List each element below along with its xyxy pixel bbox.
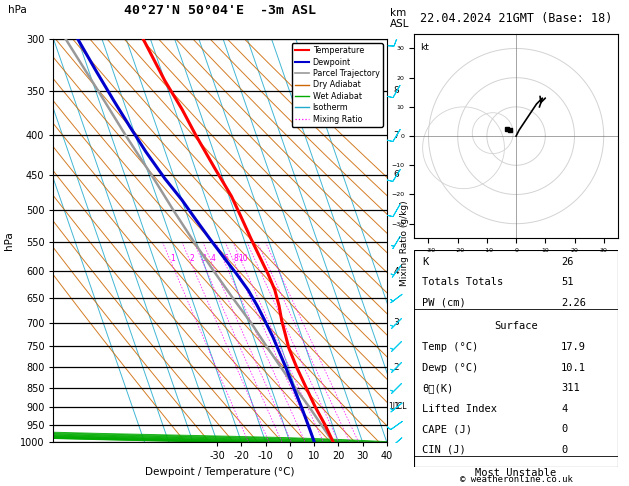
Text: 3: 3 bbox=[394, 318, 399, 327]
Text: 1: 1 bbox=[394, 402, 399, 412]
Text: 4: 4 bbox=[561, 404, 567, 414]
Text: Lifted Index: Lifted Index bbox=[422, 404, 497, 414]
Text: K: K bbox=[422, 257, 428, 267]
Text: 0: 0 bbox=[561, 445, 567, 455]
Text: 6: 6 bbox=[224, 255, 228, 263]
Text: PW (cm): PW (cm) bbox=[422, 298, 466, 308]
Text: 3: 3 bbox=[202, 255, 206, 263]
Text: 10.1: 10.1 bbox=[561, 363, 586, 373]
Text: 40°27'N 50°04'E  -3m ASL: 40°27'N 50°04'E -3m ASL bbox=[124, 4, 316, 17]
Text: 2.26: 2.26 bbox=[561, 298, 586, 308]
Text: hPa: hPa bbox=[8, 4, 27, 15]
Text: 7: 7 bbox=[394, 131, 399, 140]
Text: 1: 1 bbox=[170, 255, 175, 263]
Text: 8: 8 bbox=[233, 255, 238, 263]
Text: 6: 6 bbox=[394, 170, 399, 179]
Text: Temp (°C): Temp (°C) bbox=[422, 342, 478, 352]
Text: 22.04.2024 21GMT (Base: 18): 22.04.2024 21GMT (Base: 18) bbox=[420, 12, 612, 25]
Text: 2: 2 bbox=[394, 363, 399, 372]
Text: 17.9: 17.9 bbox=[561, 342, 586, 352]
Text: 311: 311 bbox=[561, 383, 580, 393]
Text: 0: 0 bbox=[561, 424, 567, 434]
Legend: Temperature, Dewpoint, Parcel Trajectory, Dry Adiabat, Wet Adiabat, Isotherm, Mi: Temperature, Dewpoint, Parcel Trajectory… bbox=[292, 43, 383, 127]
Text: © weatheronline.co.uk: © weatheronline.co.uk bbox=[460, 474, 572, 484]
Text: ASL: ASL bbox=[390, 19, 409, 29]
Text: 26: 26 bbox=[561, 257, 574, 267]
Text: 8: 8 bbox=[394, 86, 399, 95]
X-axis label: Dewpoint / Temperature (°C): Dewpoint / Temperature (°C) bbox=[145, 467, 295, 477]
Text: 10: 10 bbox=[238, 255, 248, 263]
Text: Dewp (°C): Dewp (°C) bbox=[422, 363, 478, 373]
Y-axis label: hPa: hPa bbox=[4, 231, 14, 250]
Text: km: km bbox=[390, 8, 406, 18]
Text: CAPE (J): CAPE (J) bbox=[422, 424, 472, 434]
Text: 1LCL: 1LCL bbox=[389, 402, 407, 412]
Text: Mixing Ratio (g/kg): Mixing Ratio (g/kg) bbox=[400, 200, 409, 286]
Text: 51: 51 bbox=[561, 278, 574, 287]
Text: θᴇ(K): θᴇ(K) bbox=[422, 383, 454, 393]
Text: kt: kt bbox=[420, 43, 428, 52]
Text: 4: 4 bbox=[394, 267, 399, 276]
Text: 4: 4 bbox=[211, 255, 216, 263]
Text: 2: 2 bbox=[190, 255, 194, 263]
Text: Totals Totals: Totals Totals bbox=[422, 278, 503, 287]
Text: Most Unstable: Most Unstable bbox=[476, 469, 557, 478]
Text: CIN (J): CIN (J) bbox=[422, 445, 466, 455]
Text: Surface: Surface bbox=[494, 322, 538, 331]
